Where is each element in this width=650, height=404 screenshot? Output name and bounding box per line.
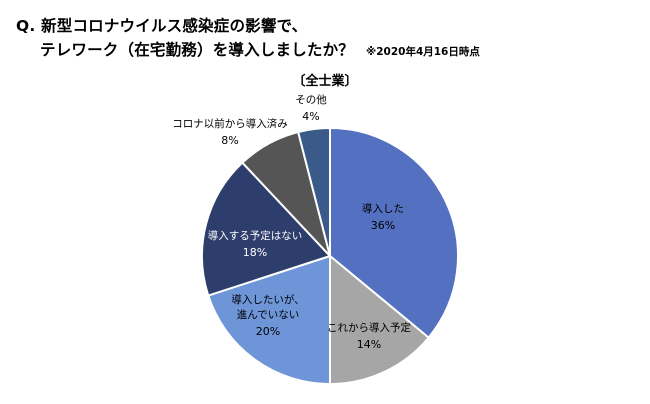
pie-label-2: 導入したいが、進んでいない 20% [231,293,304,338]
pie-label-0: 導入した 36% [362,202,404,232]
pie-slice-2 [206,254,331,386]
pie-label-1: これから導入予定 14% [327,321,411,351]
question-title-line2: テレワーク（在宅勤務）を導入しましたか？ ※2020年4月16日時点 [40,41,480,59]
pie-label-5: その他 4% [295,93,327,123]
date-note: ※2020年4月16日時点 [366,46,480,58]
pie-slice-1 [329,253,431,386]
pie-slice-0 [329,126,459,339]
pie-slice-5 [296,126,331,257]
pie-slice-3 [201,161,332,297]
pie-label-4: コロナ以前から導入済み 8% [172,117,288,147]
question-title-line1: Q. 新型コロナウイルス感染症の影響で、 [16,17,308,35]
pie-label-3: 導入する予定はない 18% [208,229,303,259]
chart-subtitle: 〔全士業〕 [292,74,358,89]
